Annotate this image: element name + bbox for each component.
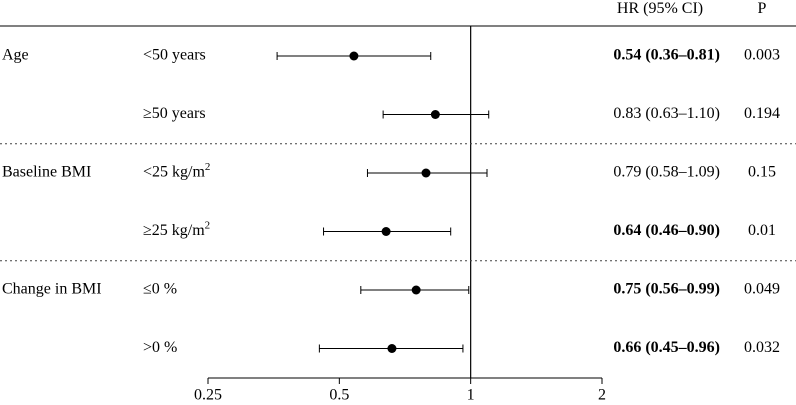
superscript: 2 [205,219,211,231]
group-label: Change in BMI [2,281,102,298]
hr-ci-value: 0.66 (0.45–0.96) [613,339,720,356]
p-value: 0.032 [744,339,780,356]
x-tick-label: 2 [598,387,606,404]
point-estimate [381,227,391,236]
x-tick-label: 1 [467,387,475,404]
p-value: 0.049 [744,281,780,298]
hr-ci-value: 0.64 (0.46–0.90) [613,222,720,239]
hr-ci-value: 0.75 (0.56–0.99) [613,281,720,298]
subgroup-label: ≤0 % [143,281,177,298]
hr-ci-value: 0.54 (0.36–0.81) [613,47,720,64]
subgroup-label: ≥50 years [143,105,206,122]
group-label: Baseline BMI [2,164,91,181]
point-estimate [411,285,421,295]
forest-rows: Age <50 years 0.54 (0.36–0.81) 0.003 ≥50 yea… [0,26,796,378]
subgroup-label: <50 years [143,47,206,64]
hr-ci-value: 0.79 (0.58–1.09) [613,164,720,181]
superscript: 2 [205,161,211,173]
p-value: 0.003 [744,47,780,64]
x-axis: 0.25 0.5 1 2 [194,377,606,404]
subgroup-label: >0 % [143,339,177,356]
subgroup-label: ≥25 kg/m2 [143,219,210,239]
p-value: 0.15 [748,164,776,181]
p-column-header: P [758,0,767,17]
group-label: Age [2,47,29,64]
point-estimate [387,344,397,353]
hr-ci-value: 0.83 (0.63–1.10) [613,105,720,122]
x-tick-label: 0.5 [329,387,349,404]
hr-column-header: HR (95% CI) [617,0,703,17]
p-value: 0.01 [748,222,776,239]
point-estimate [421,168,431,178]
point-estimate [349,51,359,61]
subgroup-label: <25 kg/m2 [143,161,210,181]
x-tick-label: 0.25 [194,387,222,404]
p-value: 0.194 [744,105,780,122]
point-estimate [430,110,440,119]
